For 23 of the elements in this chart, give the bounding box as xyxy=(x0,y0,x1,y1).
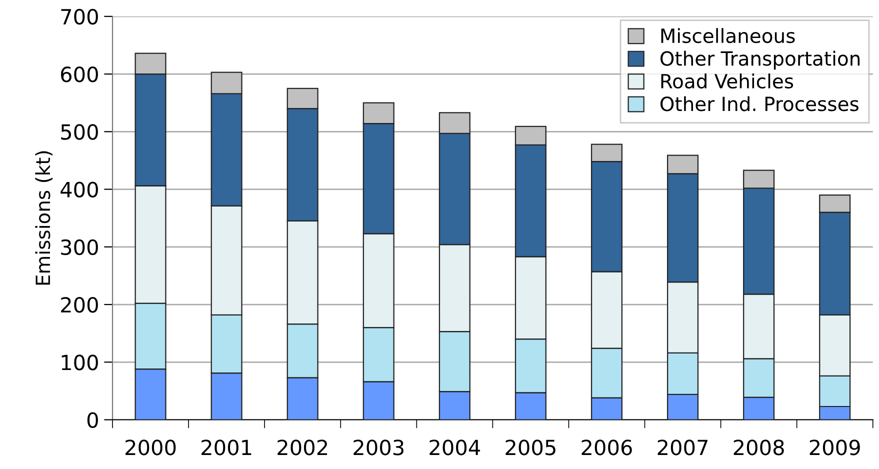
y-axis-title: Emissions (kt) xyxy=(35,151,53,285)
x-tick-label: 2000 xyxy=(126,440,176,456)
x-tick-label: 2004 xyxy=(430,440,480,456)
x-tick-label: 2002 xyxy=(278,440,328,456)
x-tick-label: 2008 xyxy=(734,440,784,456)
legend-label: Other Ind. Processes xyxy=(660,96,858,112)
y-tick-label: 400 xyxy=(60,182,98,198)
y-tick-label: 300 xyxy=(61,239,98,256)
x-tick-label: 2007 xyxy=(658,440,708,456)
y-tick-label: 100 xyxy=(62,354,98,370)
x-tick-label: 2005 xyxy=(506,440,556,456)
legend-label: Miscellaneous xyxy=(661,28,795,44)
y-tick-label: 500 xyxy=(61,124,98,140)
y-tick-label: 200 xyxy=(61,296,98,313)
legend-label: Road Vehicles xyxy=(661,73,794,89)
x-tick-label: 2001 xyxy=(202,440,252,456)
y-tick-label: 0 xyxy=(87,412,98,428)
y-tick-label: 700 xyxy=(61,8,98,25)
x-tick-label: 2003 xyxy=(354,440,404,456)
y-tick-label: 600 xyxy=(61,66,98,82)
legend-label: Other Transportation xyxy=(660,50,860,70)
x-tick-label: 2006 xyxy=(582,440,632,456)
x-tick-label: 2009 xyxy=(810,440,860,456)
